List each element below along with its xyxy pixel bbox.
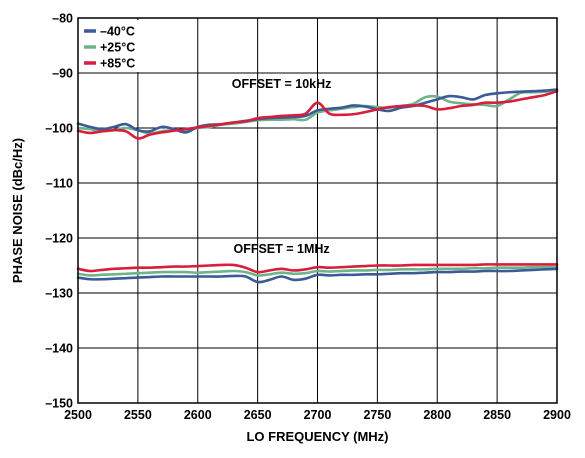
y-axis-label: PHASE NOISE (dBc/Hz) — [10, 138, 25, 283]
y-tick-label: –150 — [45, 397, 73, 411]
x-tick-label: 2650 — [244, 408, 272, 422]
x-tick-label: 2900 — [543, 408, 571, 422]
x-tick-label: 2850 — [483, 408, 511, 422]
legend-label: +25°C — [100, 41, 135, 55]
y-tick-label: –80 — [52, 12, 73, 26]
y-tick-label: –120 — [45, 232, 73, 246]
annotations: OFFSET = 10kHz OFFSET = 1MHz — [232, 77, 332, 256]
legend-label: +85°C — [100, 57, 135, 71]
x-tick-label: 2800 — [423, 408, 451, 422]
x-tick-label: 2600 — [184, 408, 212, 422]
x-tick-label: 2500 — [64, 408, 92, 422]
legend-label: –40°C — [100, 25, 135, 39]
series-line-1mhz-25pos — [76, 265, 559, 277]
x-tick-label: 2700 — [304, 408, 332, 422]
annotation-label: OFFSET = 1MHz — [233, 242, 329, 256]
series-line-1mhz-40neg — [76, 267, 559, 284]
series-line-10khz-40neg — [76, 88, 559, 134]
series-line-10khz-85pos — [76, 89, 559, 140]
series-line-1mhz-85pos — [76, 263, 559, 274]
x-axis-label: LO FREQUENCY (MHz) — [246, 429, 388, 444]
y-tick-label: –110 — [46, 177, 73, 191]
y-tick-labels: –150 –140 –130 –120 –110 –100 –90 –80 — [45, 12, 73, 411]
grid-lines — [78, 18, 557, 403]
legend: –40°C +25°C +85°C — [80, 20, 176, 72]
y-tick-label: –90 — [52, 67, 73, 81]
x-tick-label: 2550 — [124, 408, 152, 422]
y-tick-label: –140 — [45, 342, 73, 356]
series-layer — [76, 88, 559, 284]
annotation-label: OFFSET = 10kHz — [232, 77, 332, 91]
x-tick-labels: 2500 2550 2600 2650 2700 2750 2800 2850 2900 — [64, 408, 571, 422]
y-tick-label: –130 — [45, 287, 73, 301]
y-tick-label: –100 — [45, 122, 73, 136]
plot-frame — [77, 17, 558, 404]
x-tick-label: 2750 — [363, 408, 391, 422]
